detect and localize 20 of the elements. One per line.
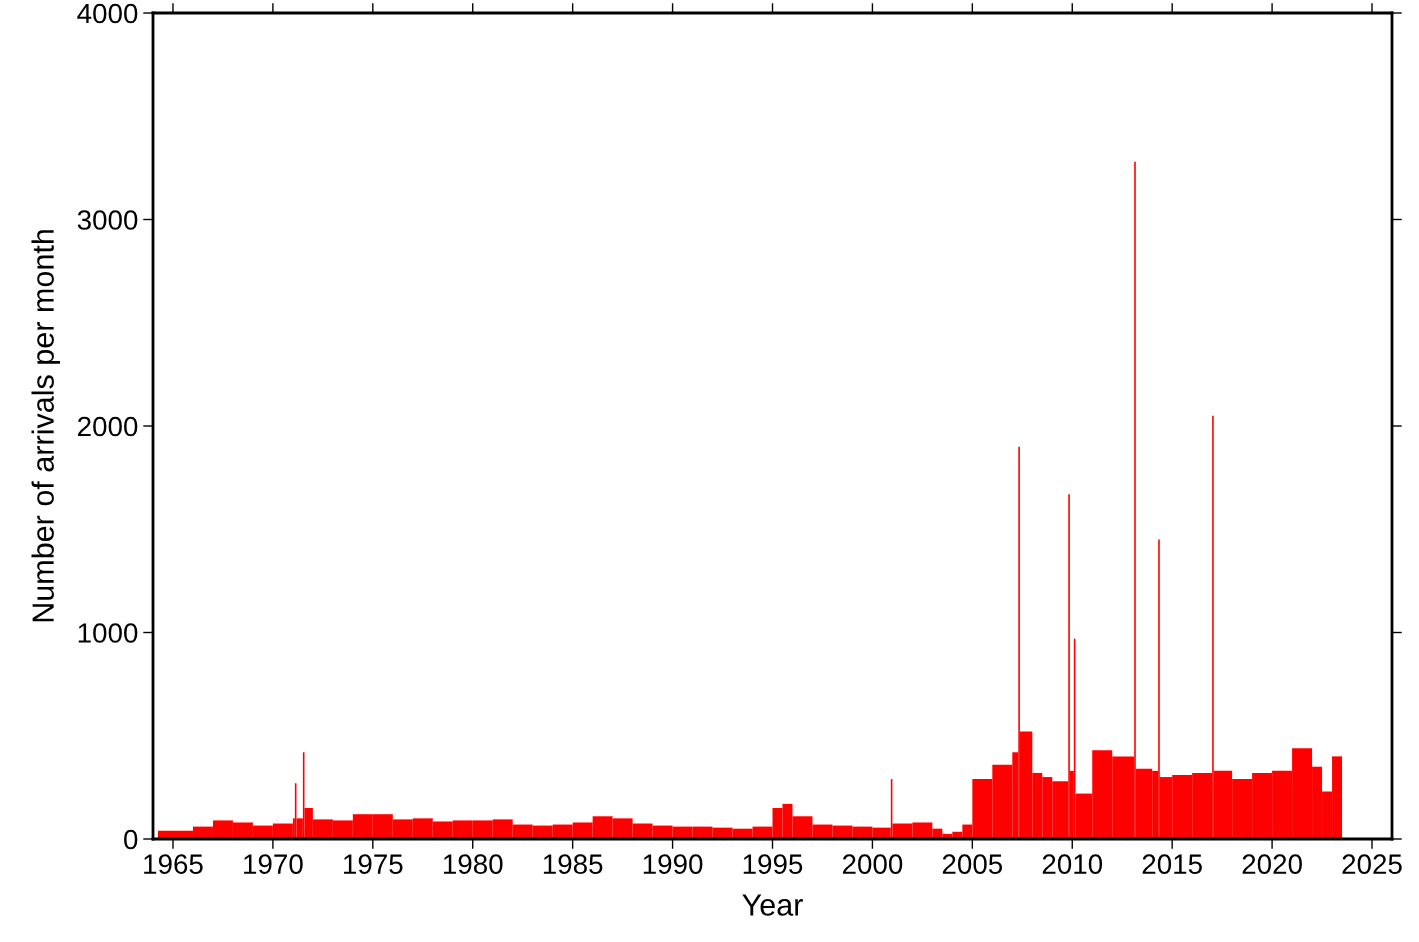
x-tick-label: 1970 [244,854,303,874]
y-tick-label: 4000 [77,3,138,24]
x-tick-label: 2010 [1042,854,1103,874]
x-tick-label: 2000 [842,854,903,874]
y-axis-title: Number of arrivals per month [31,230,60,622]
x-tick-label: 2005 [942,854,1003,874]
x-tick-label: 1980 [443,854,503,874]
y-tick-label: 1000 [78,623,138,643]
y-tick-label: 3000 [77,210,138,230]
y-tick-label: 0 [124,829,138,850]
x-axis-title: Year [742,894,803,916]
x-tick-label: 1985 [543,854,603,874]
x-tick-label: 2015 [1142,854,1202,874]
x-tick-label: 1975 [344,854,403,874]
x-tick-label: 1995 [743,854,803,874]
x-tick-label: 1965 [144,854,203,874]
x-tick-label: 2020 [1242,854,1302,874]
y-tick-label: 2000 [78,416,138,437]
x-tick-label: 1990 [643,854,703,874]
x-tick-label: 2025 [1342,854,1402,874]
